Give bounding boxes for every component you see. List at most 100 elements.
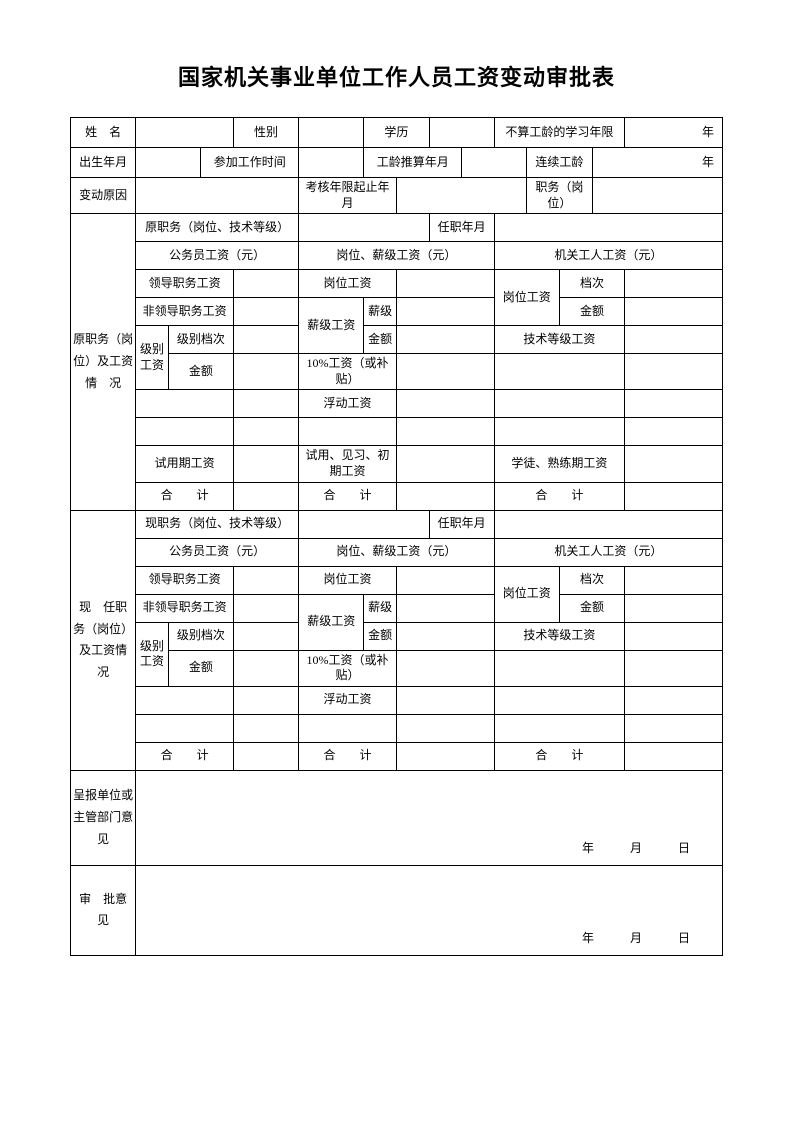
orig-intern-value <box>396 446 494 482</box>
cur-tenure-value <box>494 510 722 538</box>
cur-civil-salary-label: 公务员工资（元） <box>136 538 299 566</box>
orig-leader-label: 领导职务工资 <box>136 270 234 298</box>
cur-worker-salary-label: 机关工人工资（元） <box>494 538 722 566</box>
orig-level-grade-label: 级别档次 <box>168 326 233 354</box>
cur-amount-label-m: 金额 <box>364 622 397 650</box>
cur-amount-label-r: 金额 <box>559 594 624 622</box>
cur-blank-r1v <box>625 650 723 686</box>
cur-total-label-r: 合 计 <box>494 742 624 770</box>
name-value <box>136 118 234 148</box>
orig-tenure-value <box>494 214 722 242</box>
submit-opinion-value: 年 月 日 <box>136 770 723 865</box>
orig-tier-label: 档次 <box>559 270 624 298</box>
cur-post-salary-label: 岗位工资 <box>299 566 397 594</box>
cur-nonleader-value <box>233 594 298 622</box>
original-side-label: 原职务（岗位）及工资情 况 <box>71 214 136 510</box>
orig-probation-label: 试用期工资 <box>136 446 234 482</box>
cur-blank-r3 <box>494 714 624 742</box>
exam-period-value <box>396 178 526 214</box>
orig-total-label-m: 合 计 <box>299 482 397 510</box>
orig-position-value <box>299 214 429 242</box>
orig-total-value-l <box>233 482 298 510</box>
orig-blank-r1 <box>494 354 624 390</box>
orig-probation-value <box>233 446 298 482</box>
cur-blank-l1 <box>136 686 234 714</box>
orig-tech-label: 技术等级工资 <box>494 326 624 354</box>
education-label: 学历 <box>364 118 429 148</box>
cur-position-label: 现职务（岗位、技术等级） <box>136 510 299 538</box>
cur-blank-r3v <box>625 714 723 742</box>
orig-ten-percent-value <box>396 354 494 390</box>
orig-worker-salary-label: 机关工人工资（元） <box>494 242 722 270</box>
cur-blank-r2 <box>494 686 624 714</box>
approval-opinion-value: 年 月 日 <box>136 865 723 955</box>
orig-grade-label: 薪级 <box>364 298 397 326</box>
reason-label: 变动原因 <box>71 178 136 214</box>
cur-level-grade-label: 级别档次 <box>168 622 233 650</box>
birth-label: 出生年月 <box>71 148 136 178</box>
orig-amount-value-r <box>625 298 723 326</box>
orig-blank-m2v <box>396 418 494 446</box>
orig-post-grade-label: 岗位、薪级工资（元） <box>299 242 495 270</box>
approval-date: 年 月 日 <box>582 931 702 947</box>
cur-nonleader-label: 非领导职务工资 <box>136 594 234 622</box>
orig-total-label-r: 合 计 <box>494 482 624 510</box>
position-label: 职务（岗位） <box>527 178 592 214</box>
cur-blank-m2v <box>396 714 494 742</box>
approval-opinion-label: 审 批意 见 <box>71 865 136 955</box>
orig-post-salary-label: 岗位工资 <box>299 270 397 298</box>
cur-tier-value <box>625 566 723 594</box>
cur-grade-salary-label: 薪级工资 <box>299 594 364 650</box>
cur-floating-label: 浮动工资 <box>299 686 397 714</box>
cur-ten-percent-value <box>396 650 494 686</box>
orig-level-grade-value <box>233 326 298 354</box>
cur-blank-r1 <box>494 650 624 686</box>
orig-blank-l2v <box>233 418 298 446</box>
orig-blank-r2v <box>625 390 723 418</box>
cur-blank-l2v <box>233 714 298 742</box>
orig-post-short-label: 岗位工资 <box>494 270 559 326</box>
work-start-label: 参加工作时间 <box>201 148 299 178</box>
orig-apprentice-value <box>625 446 723 482</box>
orig-nonleader-label: 非领导职务工资 <box>136 298 234 326</box>
orig-civil-salary-label: 公务员工资（元） <box>136 242 299 270</box>
cur-amount-label-l: 金额 <box>168 650 233 686</box>
orig-apprentice-label: 学徒、熟练期工资 <box>494 446 624 482</box>
orig-nonleader-value <box>233 298 298 326</box>
orig-post-salary-value <box>396 270 494 298</box>
name-label: 姓 名 <box>71 118 136 148</box>
orig-position-label: 原职务（岗位、技术等级） <box>136 214 299 242</box>
orig-total-value-r <box>625 482 723 510</box>
orig-amount-value-m <box>396 326 494 354</box>
cur-post-salary-value <box>396 566 494 594</box>
continuous-value: 年 <box>592 148 723 178</box>
cur-tech-value <box>625 622 723 650</box>
orig-floating-value <box>396 390 494 418</box>
education-value <box>429 118 494 148</box>
cur-level-grade-value <box>233 622 298 650</box>
cur-leader-label: 领导职务工资 <box>136 566 234 594</box>
birth-value <box>136 148 201 178</box>
cur-total-value-r <box>625 742 723 770</box>
approval-form-table: 姓 名 性别 学历 不算工龄的学习年限 年 出生年月 参加工作时间 工龄推算年月… <box>70 117 723 956</box>
orig-tier-value <box>625 270 723 298</box>
cur-grade-value <box>396 594 494 622</box>
submit-date: 年 月 日 <box>582 841 702 857</box>
cur-tech-label: 技术等级工资 <box>494 622 624 650</box>
reason-value <box>136 178 299 214</box>
orig-total-value-m <box>396 482 494 510</box>
orig-intern-label: 试用、见习、初期工资 <box>299 446 397 482</box>
position-value <box>592 178 723 214</box>
orig-amount-label-l: 金额 <box>168 354 233 390</box>
orig-grade-salary-label: 薪级工资 <box>299 298 364 354</box>
continuous-label: 连续工龄 <box>527 148 592 178</box>
cur-total-label-m: 合 计 <box>299 742 397 770</box>
orig-blank-m2 <box>299 418 397 446</box>
cur-total-value-l <box>233 742 298 770</box>
orig-tenure-label: 任职年月 <box>429 214 494 242</box>
orig-amount-value-l <box>233 354 298 390</box>
cur-level-label: 级别工资 <box>136 622 169 686</box>
cur-blank-m2 <box>299 714 397 742</box>
cur-post-grade-label: 岗位、薪级工资（元） <box>299 538 495 566</box>
orig-blank-l2 <box>136 418 234 446</box>
